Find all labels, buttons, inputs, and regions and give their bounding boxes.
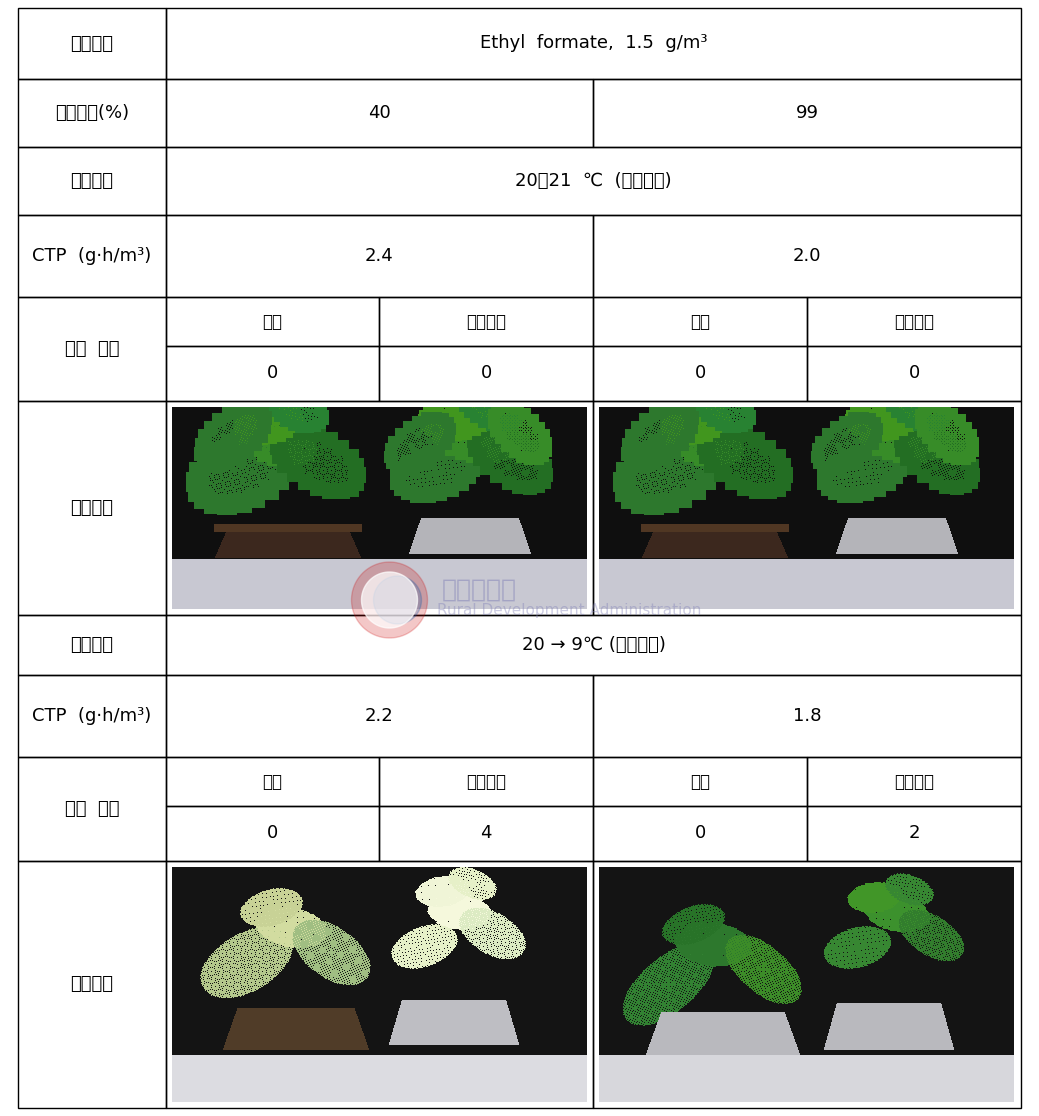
Bar — [593, 862, 1021, 1108]
Bar — [18, 675, 166, 757]
Bar — [166, 8, 1021, 79]
Text: 오이: 오이 — [263, 772, 283, 790]
Bar — [18, 401, 166, 615]
Polygon shape — [351, 562, 427, 638]
Bar — [166, 346, 379, 401]
Text: 40: 40 — [368, 104, 391, 122]
Text: 1.8: 1.8 — [793, 708, 821, 725]
Text: 처리온도: 처리온도 — [71, 172, 113, 190]
Bar — [379, 806, 593, 862]
Text: 농초진흥청: 농초진흥청 — [442, 578, 517, 602]
Bar — [807, 346, 1021, 401]
Text: 2: 2 — [908, 825, 920, 843]
Bar — [807, 297, 1021, 346]
Text: 파프리카: 파프리카 — [467, 312, 506, 330]
Text: 약해피해: 약해피해 — [71, 975, 113, 993]
Bar — [18, 8, 166, 79]
Text: 0: 0 — [480, 365, 491, 383]
Text: 오이: 오이 — [690, 312, 710, 330]
Bar — [166, 297, 379, 346]
Bar — [166, 615, 1021, 675]
Bar — [166, 862, 593, 1108]
Text: 0: 0 — [267, 365, 278, 383]
Polygon shape — [373, 576, 422, 624]
Bar — [166, 675, 593, 757]
Bar — [166, 79, 593, 147]
Text: 2.0: 2.0 — [793, 247, 821, 264]
Text: Ethyl  formate,  1.5  g/m³: Ethyl formate, 1.5 g/m³ — [480, 35, 708, 52]
Text: 20 → 9℃ (변온조건): 20 → 9℃ (변온조건) — [522, 636, 665, 654]
Bar — [593, 401, 1021, 615]
Text: 0: 0 — [694, 825, 705, 843]
Text: 0: 0 — [908, 365, 920, 383]
Polygon shape — [362, 573, 418, 628]
Bar — [593, 346, 807, 401]
Bar — [166, 215, 593, 297]
Text: Rural Development Administration: Rural Development Administration — [437, 603, 701, 617]
Bar — [593, 79, 1021, 147]
Text: 약해  수준: 약해 수준 — [64, 340, 119, 358]
Bar — [379, 757, 593, 806]
Text: 2.2: 2.2 — [365, 708, 394, 725]
Bar — [593, 806, 807, 862]
Text: 처리약량: 처리약량 — [71, 35, 113, 52]
Text: 오이: 오이 — [690, 772, 710, 790]
Bar — [593, 757, 807, 806]
Bar — [18, 757, 166, 862]
Bar — [593, 675, 1021, 757]
Bar — [166, 401, 593, 615]
Bar — [593, 297, 807, 346]
Text: 0: 0 — [694, 365, 705, 383]
Text: 파프리카: 파프리카 — [894, 312, 934, 330]
Bar — [593, 215, 1021, 297]
Bar — [18, 297, 166, 401]
Text: 20～21  ℃  (등온조건): 20～21 ℃ (등온조건) — [515, 172, 672, 190]
Text: 파프리카: 파프리카 — [467, 772, 506, 790]
Text: 99: 99 — [796, 104, 819, 122]
Text: CTP  (g·h/m³): CTP (g·h/m³) — [32, 247, 152, 264]
Bar — [166, 147, 1021, 215]
Bar — [18, 862, 166, 1108]
Bar — [807, 806, 1021, 862]
Text: 파프리카: 파프리카 — [894, 772, 934, 790]
Text: 상대습도(%): 상대습도(%) — [55, 104, 129, 122]
Text: CTP  (g·h/m³): CTP (g·h/m³) — [32, 708, 152, 725]
Bar — [807, 757, 1021, 806]
Bar — [18, 615, 166, 675]
Text: 처리온도: 처리온도 — [71, 636, 113, 654]
Bar — [18, 147, 166, 215]
Bar — [18, 215, 166, 297]
Text: 2.4: 2.4 — [365, 247, 394, 264]
Text: 0: 0 — [267, 825, 278, 843]
Bar — [166, 757, 379, 806]
Bar — [379, 346, 593, 401]
Text: 4: 4 — [480, 825, 491, 843]
Bar — [18, 79, 166, 147]
Bar — [379, 297, 593, 346]
Bar — [166, 806, 379, 862]
Text: 오이: 오이 — [263, 312, 283, 330]
Text: 약해  수준: 약해 수준 — [64, 800, 119, 818]
Text: 약해피해: 약해피해 — [71, 499, 113, 517]
